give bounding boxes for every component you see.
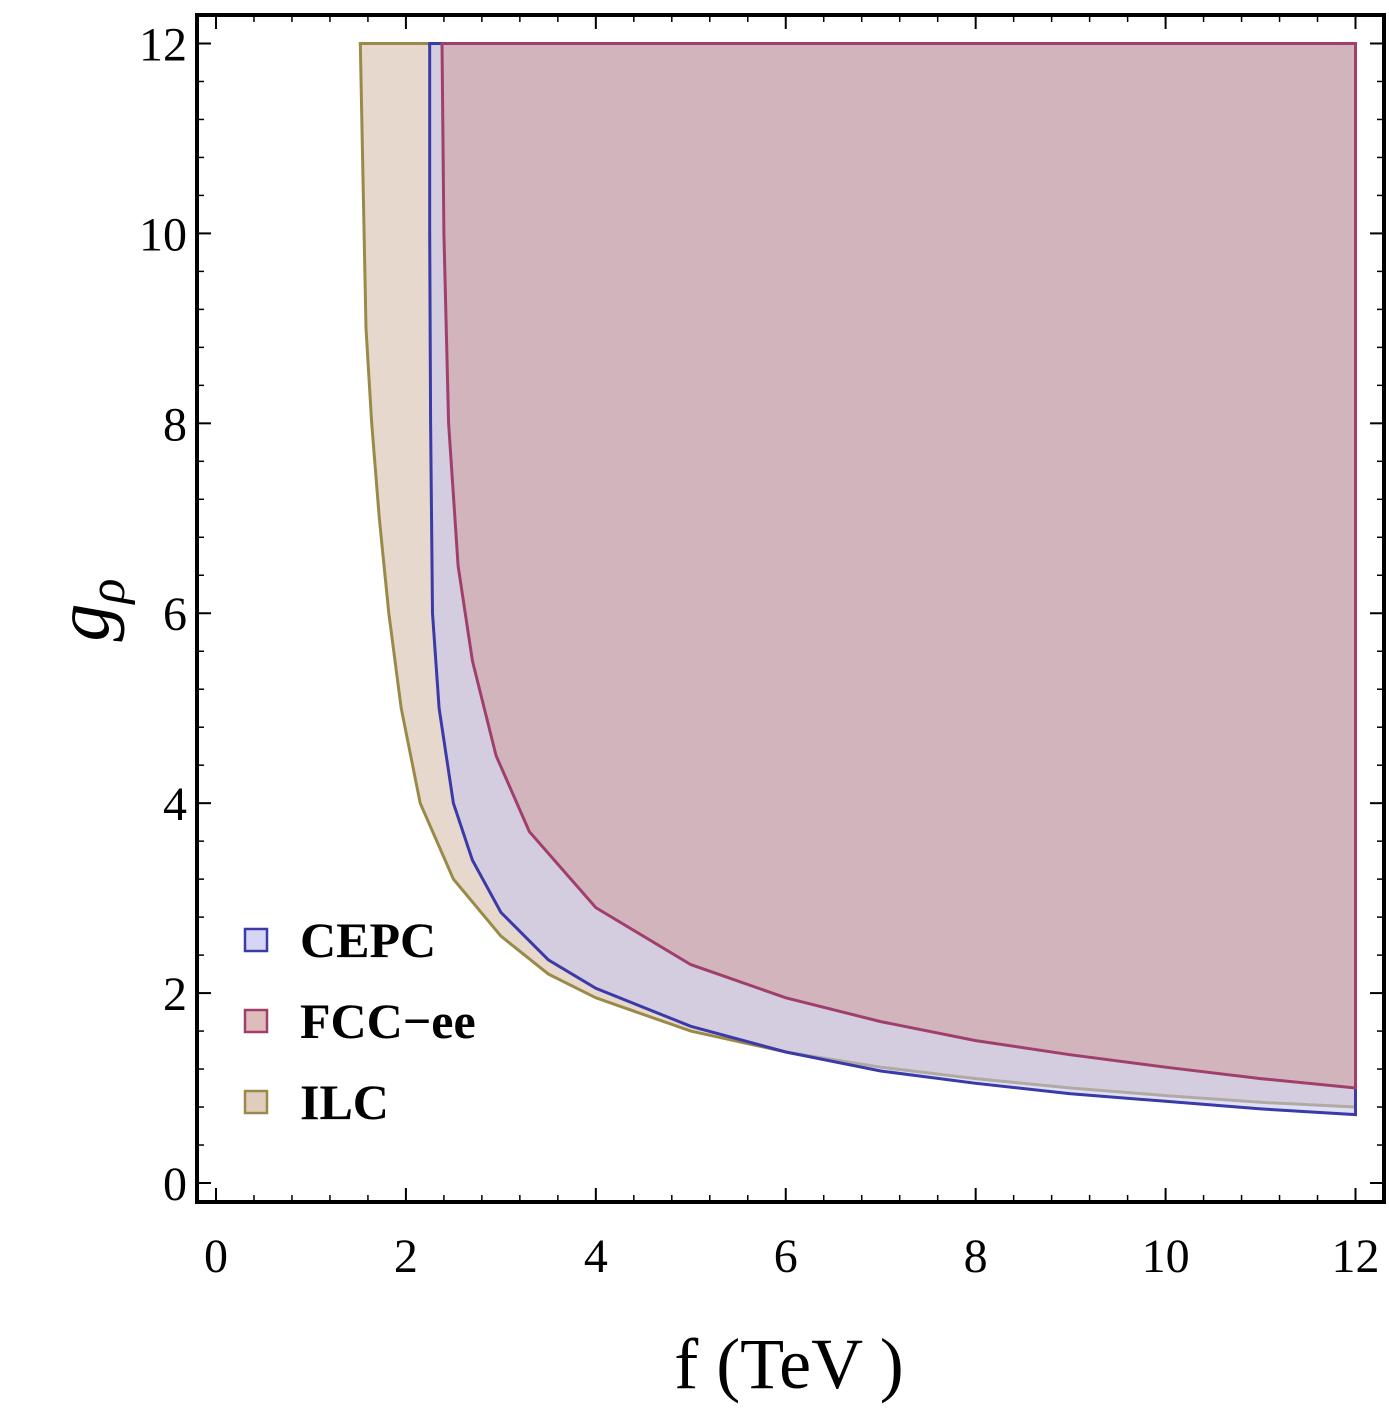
x-tick-label: 2 <box>394 1230 418 1283</box>
y-axis-title-subscript: ρ <box>79 579 136 606</box>
y-axis-title: gρ <box>41 579 136 642</box>
legend-swatch-cepc <box>243 927 269 953</box>
y-tick-label: 2 <box>163 968 187 1021</box>
legend-label-ilc: ILC <box>300 1074 389 1130</box>
x-tick-label: 4 <box>584 1230 608 1283</box>
x-axis-title: f (TeV ) <box>674 1324 904 1404</box>
x-tick-label: 12 <box>1332 1230 1380 1283</box>
y-tick-label: 6 <box>163 588 187 641</box>
y-tick-label: 0 <box>163 1158 187 1211</box>
region-fcc-ee <box>440 42 1357 1090</box>
x-tick-label: 8 <box>964 1230 988 1283</box>
legend-swatch-fcc-ee <box>243 1008 269 1034</box>
y-axis-title-base: g <box>41 603 125 641</box>
y-tick-label: 8 <box>163 398 187 451</box>
legend-swatch-ilc <box>243 1089 269 1115</box>
y-tick-label: 10 <box>139 208 187 261</box>
legend-label-cepc: CEPC <box>300 912 436 968</box>
tick-labels: 0 2 4 6 8 10 12 0 2 4 6 8 10 12 <box>139 18 1380 1283</box>
plot-frame <box>195 13 1386 1204</box>
x-tick-label: 10 <box>1142 1230 1190 1283</box>
x-tick-label: 0 <box>204 1230 228 1283</box>
axis-ticks <box>197 15 1384 1202</box>
x-tick-label: 6 <box>774 1230 798 1283</box>
regions <box>358 42 1357 1117</box>
y-tick-label: 12 <box>139 18 187 71</box>
y-tick-label: 4 <box>163 778 187 831</box>
legend-label-fcc-ee: FCC−ee <box>300 993 476 1049</box>
legend: CEPC FCC−ee ILC <box>243 912 476 1130</box>
